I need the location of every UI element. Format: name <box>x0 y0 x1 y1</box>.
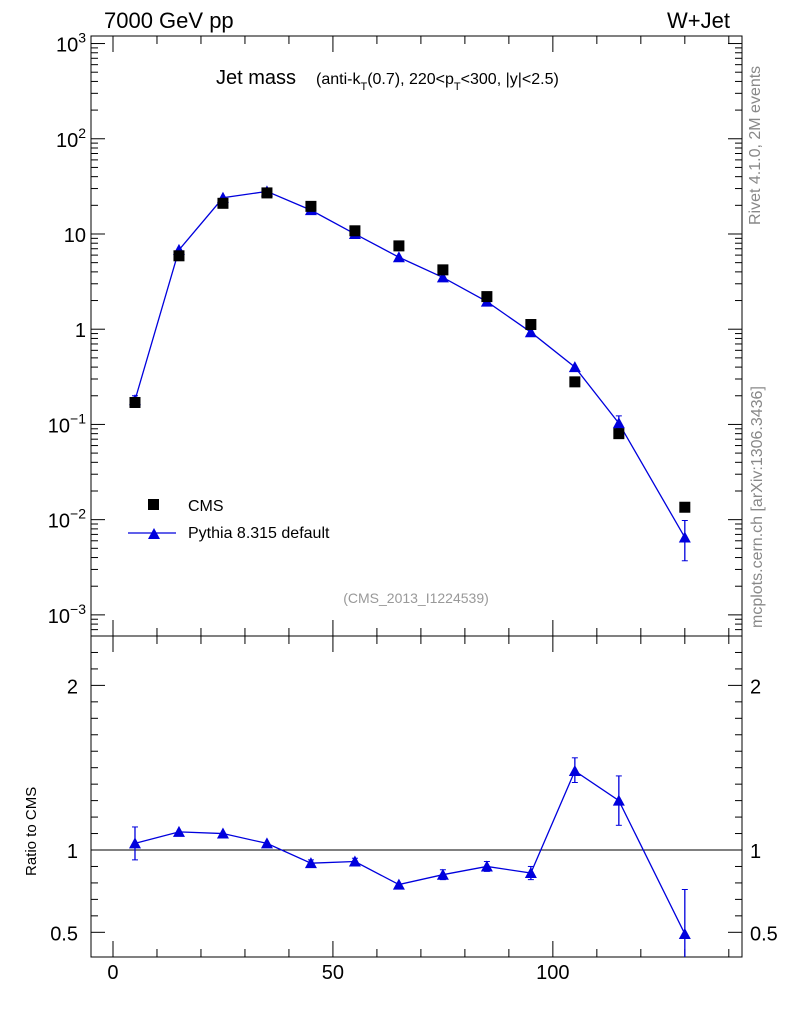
ratio-ytick-label: 1 <box>67 841 78 863</box>
pythia-point <box>524 326 537 338</box>
ratio-point <box>612 794 625 806</box>
main-title: Jet mass <box>216 67 296 89</box>
ratio-point <box>304 857 317 869</box>
legend-cms-label: CMS <box>188 498 224 515</box>
main-ytick-label: 10 <box>64 225 86 247</box>
main-title-detail: (anti-kT(0.7), 220<pT<300, |y|<2.5) <box>316 71 559 93</box>
main-ytick-label: 103 <box>56 30 86 57</box>
main-plot-frame <box>90 35 743 637</box>
legend-pythia-label: Pythia 8.315 default <box>188 525 330 542</box>
pythia-point <box>678 531 691 543</box>
cms-point <box>437 264 449 276</box>
main-ytick-label: 10−3 <box>48 601 86 628</box>
ratio-xtick-label: 50 <box>322 962 344 984</box>
cms-point <box>173 250 185 262</box>
pythia-point <box>392 251 405 263</box>
ratio-series-line <box>134 770 686 935</box>
ratio-xtick-label: 0 <box>107 962 118 984</box>
analysis-watermark: (CMS_2013_I1224539) <box>343 590 489 606</box>
pythia-point <box>568 361 581 373</box>
ratio-point <box>678 927 691 939</box>
ratio-point <box>260 837 273 849</box>
ratio-axes: 0 50 100 0.5 0.5 1 1 2 2 <box>50 636 778 984</box>
legend-pythia-marker <box>148 528 160 539</box>
cms-point <box>613 428 625 440</box>
cms-point <box>129 396 141 408</box>
ratio-ytick-label-right: 0.5 <box>750 923 778 945</box>
main-ytick-label: 10−1 <box>48 410 86 437</box>
ratio-ytick-label: 2 <box>67 676 78 698</box>
ratio-ylabel: Ratio to CMS <box>23 787 40 876</box>
cms-point <box>481 291 493 303</box>
pythia-point <box>612 417 625 429</box>
cms-point <box>349 225 361 237</box>
cms-point <box>217 197 229 209</box>
cms-point <box>305 200 317 212</box>
ratio-point <box>172 825 185 837</box>
legend: CMS Pythia 8.315 default <box>128 498 330 542</box>
cms-point <box>525 319 537 331</box>
ratio-point <box>568 764 581 776</box>
cms-point <box>569 376 581 388</box>
main-marks <box>128 185 691 562</box>
ratio-point <box>348 855 361 867</box>
cms-point <box>261 187 273 199</box>
main-ytick-label: 1 <box>75 320 86 342</box>
ratio-plot-frame <box>90 635 743 958</box>
ratio-point <box>128 837 141 849</box>
ratio-point <box>436 868 449 880</box>
ratio-point <box>524 867 537 879</box>
header-right: W+Jet <box>667 8 730 33</box>
ratio-point <box>216 827 229 839</box>
cms-point <box>393 240 405 252</box>
ratio-ytick-label-right: 2 <box>750 676 761 698</box>
ratio-marks <box>128 757 691 957</box>
ratio-ytick-label: 0.5 <box>50 923 78 945</box>
legend-cms-marker <box>148 499 159 510</box>
main-axes: 10−3 10−2 10−1 1 10 102 103 <box>48 30 742 636</box>
main-ytick-label: 10−2 <box>48 506 86 533</box>
pythia-series-line <box>134 190 686 538</box>
pythia-point <box>436 271 449 283</box>
main-ytick-label: 102 <box>56 125 86 152</box>
ratio-ytick-label-right: 1 <box>750 841 761 863</box>
cms-point <box>679 501 691 513</box>
mcplots-label: mcplots.cern.ch [arXiv:1306.3436] <box>749 386 766 628</box>
header-left: 7000 GeV pp <box>104 8 234 33</box>
rivet-label: Rivet 4.1.0, 2M events <box>747 66 764 225</box>
ratio-point <box>480 860 493 872</box>
ratio-point <box>392 878 405 890</box>
ratio-xtick-label: 100 <box>536 962 569 984</box>
